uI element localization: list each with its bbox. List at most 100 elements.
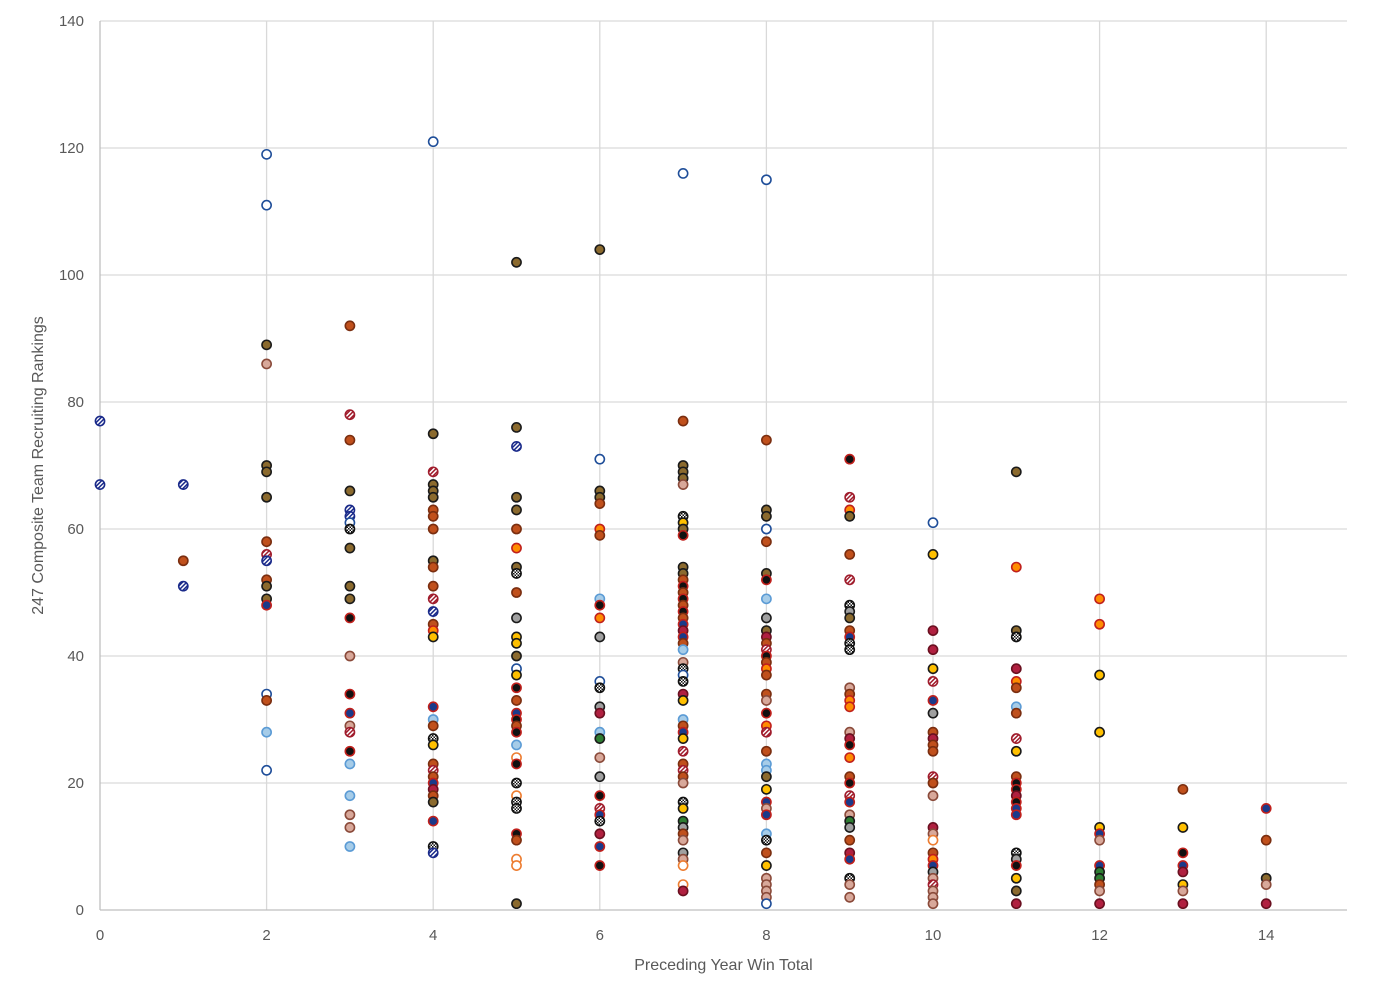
data-point: [262, 467, 271, 476]
data-point: [429, 467, 438, 476]
data-point: [1012, 874, 1021, 883]
data-point: [345, 709, 354, 718]
data-point: [429, 563, 438, 572]
data-point: [512, 543, 521, 552]
data-point: [679, 747, 688, 756]
x-tick-label: 4: [429, 927, 437, 944]
data-point: [762, 613, 771, 622]
data-point: [928, 709, 937, 718]
data-point: [762, 772, 771, 781]
data-point: [928, 778, 937, 787]
data-point: [262, 696, 271, 705]
data-point: [1095, 670, 1104, 679]
data-point: [762, 810, 771, 819]
data-point: [1012, 886, 1021, 895]
data-point: [845, 753, 854, 762]
data-point: [429, 582, 438, 591]
data-point: [512, 569, 521, 578]
data-point: [679, 804, 688, 813]
data-point: [928, 677, 937, 686]
data-point: [762, 175, 771, 184]
y-tick-label: 0: [76, 902, 84, 919]
data-point: [512, 696, 521, 705]
data-point: [345, 613, 354, 622]
data-point: [762, 747, 771, 756]
data-point: [845, 797, 854, 806]
data-point: [262, 359, 271, 368]
data-point: [845, 575, 854, 584]
data-point: [595, 613, 604, 622]
data-point: [345, 791, 354, 800]
data-point: [928, 518, 937, 527]
data-point: [762, 728, 771, 737]
data-point: [345, 410, 354, 419]
data-point: [1012, 683, 1021, 692]
data-point: [429, 817, 438, 826]
data-point: [1012, 747, 1021, 756]
data-point: [1178, 886, 1187, 895]
data-point: [262, 340, 271, 349]
data-point: [595, 709, 604, 718]
data-point: [512, 899, 521, 908]
data-point: [429, 607, 438, 616]
data-point: [429, 429, 438, 438]
data-point: [262, 556, 271, 565]
data-point: [1012, 810, 1021, 819]
data-point: [928, 899, 937, 908]
data-point: [1262, 804, 1271, 813]
data-point: [429, 740, 438, 749]
data-point: [595, 245, 604, 254]
data-point: [1178, 785, 1187, 794]
data-point: [1178, 823, 1187, 832]
data-point: [429, 848, 438, 857]
data-point: [1262, 836, 1271, 845]
data-point: [845, 645, 854, 654]
y-tick-label: 60: [67, 521, 84, 538]
data-point: [845, 823, 854, 832]
data-point: [762, 512, 771, 521]
data-point: [595, 753, 604, 762]
data-point: [928, 791, 937, 800]
axis-layer: 0 20 40 60 80 100 120 140 0 2 4 6 8 10 12 14: [59, 13, 1347, 944]
data-point: [762, 836, 771, 845]
data-point: [429, 512, 438, 521]
data-point: [928, 836, 937, 845]
data-point: [262, 601, 271, 610]
x-tick-label: 8: [762, 927, 770, 944]
data-point: [1095, 620, 1104, 629]
data-point: [429, 524, 438, 533]
data-point: [845, 512, 854, 521]
data-point: [595, 601, 604, 610]
data-point: [845, 493, 854, 502]
data-point: [95, 480, 104, 489]
data-point: [679, 645, 688, 654]
data-point: [679, 416, 688, 425]
data-point: [928, 550, 937, 559]
data-point: [345, 543, 354, 552]
data-point: [595, 772, 604, 781]
data-point: [762, 861, 771, 870]
data-point: [762, 899, 771, 908]
data-point: [429, 632, 438, 641]
data-point: [512, 740, 521, 749]
data-point: [262, 493, 271, 502]
y-tick-label: 140: [59, 13, 84, 30]
data-point: [262, 537, 271, 546]
data-point: [512, 442, 521, 451]
data-point: [512, 423, 521, 432]
grid-layer: [100, 21, 1347, 910]
data-point: [1262, 899, 1271, 908]
data-point: [679, 531, 688, 540]
data-point: [512, 588, 521, 597]
data-point: [262, 582, 271, 591]
data-point: [345, 651, 354, 660]
data-point: [1012, 734, 1021, 743]
data-point: [845, 613, 854, 622]
data-point: [1012, 664, 1021, 673]
data-point: [262, 766, 271, 775]
data-point: [345, 321, 354, 330]
data-point: [1012, 861, 1021, 870]
data-point: [679, 886, 688, 895]
data-point: [1012, 632, 1021, 641]
data-point: [1095, 899, 1104, 908]
